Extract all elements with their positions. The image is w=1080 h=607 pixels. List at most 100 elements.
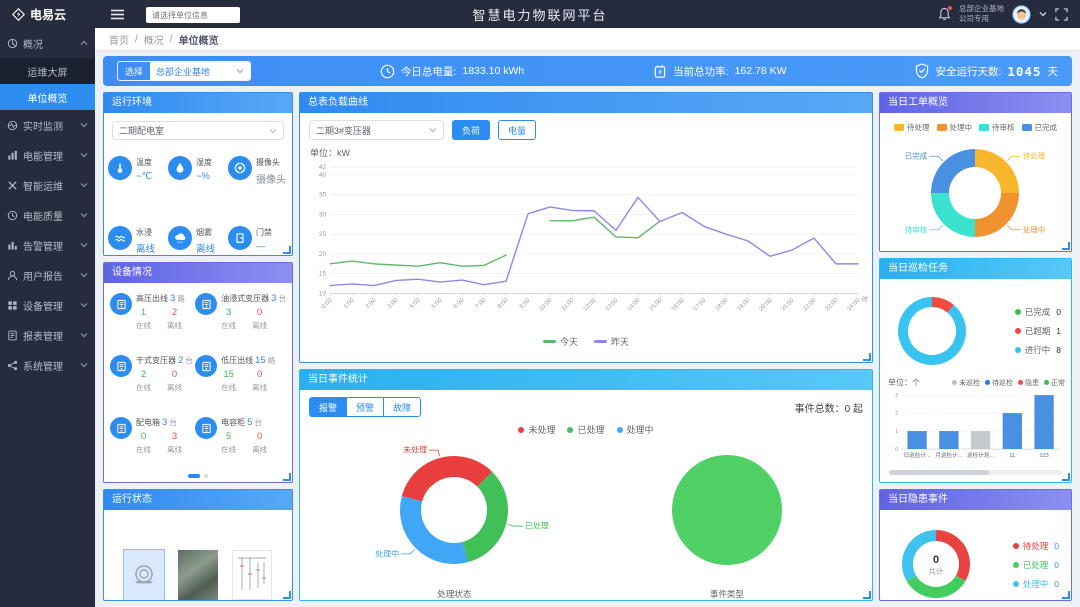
bar-2	[970, 431, 991, 450]
event-legend-item-0[interactable]: 未处理	[518, 423, 555, 436]
danger-legend-item-2[interactable]: 处理中 0	[1012, 578, 1059, 590]
svg-text:2: 2	[895, 411, 898, 417]
sidebar-item-1[interactable]: 实时监测	[0, 110, 95, 140]
legend-label: 处理中	[626, 425, 654, 435]
event-type-pie-chart	[647, 438, 807, 586]
camera-photo-thumbnail[interactable]	[123, 549, 165, 600]
danger-legend-item-0[interactable]: 待处理 0	[1012, 540, 1059, 552]
svg-text:巡检计划...: 巡检计划...	[967, 451, 994, 459]
sidebar-item-4[interactable]: 电能质量	[0, 200, 95, 230]
device-count: 15	[255, 355, 266, 366]
inspection-legend-item-2[interactable]: 进行中 8	[1014, 344, 1061, 356]
danger-legend-item-1[interactable]: 已处理 0	[1012, 559, 1059, 571]
svg-text:25: 25	[319, 231, 327, 238]
carousel-dot[interactable]	[204, 474, 208, 478]
legend-swatch	[985, 380, 990, 385]
workorder-legend-item-2[interactable]: 待审核	[979, 122, 1015, 133]
workorder-legend-item-1[interactable]: 处理中	[936, 122, 972, 133]
menu-toggle-button[interactable]	[111, 9, 124, 20]
device-offline-label: 离线	[167, 383, 182, 392]
load-tab-button[interactable]: 负荷	[452, 120, 491, 140]
svg-text:14:00: 14:00	[627, 297, 642, 312]
env-room-select[interactable]: 二期配电室	[112, 121, 284, 140]
breadcrumb-item-2: 单位概览	[178, 35, 219, 47]
circuit-diagram-thumbnail[interactable]	[232, 550, 272, 600]
donut-slice-3	[931, 149, 975, 193]
carousel-dots	[104, 474, 292, 478]
chevron-down-icon[interactable]	[1039, 11, 1047, 17]
svg-text:12:00: 12:00	[583, 297, 598, 312]
carousel-dot-active[interactable]	[188, 474, 200, 478]
svg-text:4:00: 4:00	[409, 297, 422, 310]
svg-text:3:00: 3:00	[387, 297, 400, 310]
event-tab-1[interactable]: 预警	[346, 397, 385, 417]
legend-swatch	[1044, 380, 1049, 385]
device-item-0: 高压出线 3 路 1 在线 2 离线	[110, 293, 195, 331]
transformer-select[interactable]: 二期3#变压器	[309, 120, 444, 140]
legend-label: 待审核	[992, 123, 1015, 132]
sidebar-item-2[interactable]: 电能管理	[0, 140, 95, 170]
sidebar-menu: 概况运维大屏单位概览 实时监测 电能管理 智能运维 电能质量 告警管理 用户报告 设备管理 报表…	[0, 28, 95, 380]
legend-swatch	[1014, 309, 1021, 315]
energy-tab-button[interactable]: 电量	[498, 120, 537, 140]
sidebar-subitem-1[interactable]: 单位概览	[0, 84, 95, 110]
inspection-bar-legend-item-2[interactable]: 隐患	[1018, 378, 1039, 388]
event-tab-0[interactable]: 报警	[309, 397, 348, 417]
chevron-down-icon	[80, 122, 88, 128]
sidebar-item-6[interactable]: 用户报告	[0, 260, 95, 290]
breadcrumb-item-0[interactable]: 首页	[109, 35, 129, 47]
chevron-down-icon	[429, 128, 437, 133]
safe-days-value: 1045	[1007, 63, 1042, 79]
water-sensor-icon	[108, 226, 132, 250]
inspection-unit-label: 单位：个	[888, 378, 920, 387]
dist-box-icon	[110, 417, 132, 439]
event-legend-item-2[interactable]: 处理中	[616, 423, 654, 436]
horizontal-scrollbar[interactable]	[889, 470, 1062, 476]
fullscreen-icon[interactable]	[1055, 7, 1068, 21]
device-count: 3	[170, 293, 176, 304]
device-offline-count: 0	[171, 369, 178, 380]
unit-select[interactable]: 选择 总部企业基地	[117, 61, 252, 81]
device-panel-title: 设备情况	[104, 263, 292, 283]
humidity-icon	[168, 156, 192, 180]
unit-search-input[interactable]	[146, 7, 240, 24]
event-legend-item-1[interactable]: 已处理	[567, 423, 605, 436]
svg-text:待处理: 待处理	[1023, 151, 1046, 161]
event-status-donut-chart: 未处理 已处理 处理中	[314, 438, 594, 586]
inspection-bar-legend-item-3[interactable]: 正常	[1044, 378, 1065, 388]
sidebar-item-3[interactable]: 智能运维	[0, 170, 95, 200]
device-online: 0 在线	[136, 431, 151, 455]
workorder-legend-item-3[interactable]: 已完成	[1021, 122, 1057, 133]
load-curve-chart: 10 15 20 25 30 35 40 42 0:00 1:00 2:00 3:00 4:00 5:00…	[304, 161, 868, 334]
event-stats-panel-title: 当日事件统计	[300, 370, 872, 390]
scrollbar-thumb[interactable]	[889, 470, 990, 476]
series-legend-1[interactable]: 昨天	[594, 335, 629, 348]
device-item-body: 配电箱 3 台 0 在线 3 离线	[136, 417, 182, 455]
svg-text:处理中: 处理中	[376, 548, 400, 558]
inspection-bar-legend-item-0[interactable]: 未巡检	[952, 378, 980, 388]
sidebar-item-icon	[7, 270, 18, 281]
workorder-legend-item-0[interactable]: 待处理	[894, 122, 930, 133]
env-item-text: 温度 ~℃	[136, 156, 152, 182]
sidebar-item-0[interactable]: 概况	[0, 28, 95, 58]
breadcrumb-item-1[interactable]: 概况	[143, 35, 164, 47]
donut-slice-1	[932, 297, 954, 313]
sidebar-subitem-0[interactable]: 运维大屏	[27, 67, 68, 79]
device-offline: 0 离线	[167, 369, 182, 393]
equipment-photo-thumbnail[interactable]	[178, 550, 218, 600]
sidebar-item-9[interactable]: 系统管理	[0, 350, 95, 380]
inspection-bar-legend-item-1[interactable]: 待巡检	[985, 378, 1013, 388]
legend-swatch	[1012, 581, 1019, 587]
sidebar-item-8[interactable]: 报表管理	[0, 320, 95, 350]
inspection-legend-item-1[interactable]: 已超期 1	[1014, 325, 1061, 337]
chevron-down-icon	[80, 362, 88, 368]
inspection-legend-item-0[interactable]: 已完成 0	[1014, 306, 1061, 318]
device-offline: 2 离线	[167, 307, 182, 331]
sidebar-item-7[interactable]: 设备管理	[0, 290, 95, 320]
sidebar-item-icon	[7, 38, 18, 49]
user-avatar[interactable]	[1012, 4, 1031, 24]
series-legend-0[interactable]: 今天	[542, 335, 578, 348]
event-tab-2[interactable]: 故障	[383, 397, 422, 417]
sidebar-item-5[interactable]: 告警管理	[0, 230, 95, 260]
notification-bell-icon[interactable]	[938, 6, 952, 21]
